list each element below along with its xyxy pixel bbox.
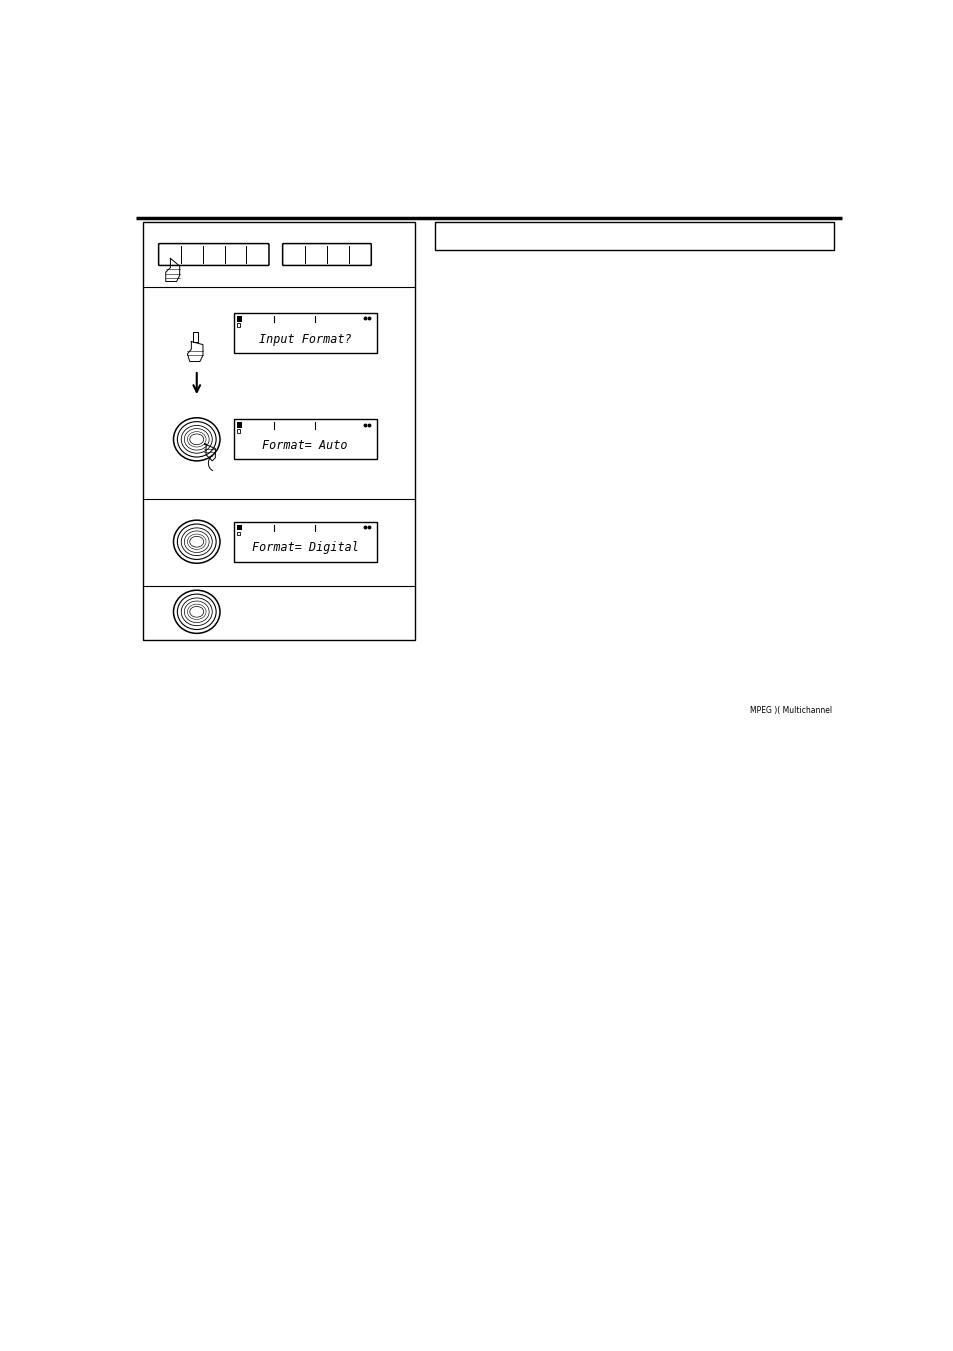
Text: MPEG )( Multichannel: MPEG )( Multichannel — [749, 705, 831, 715]
Bar — [236, 316, 242, 322]
Bar — [233, 521, 376, 562]
Polygon shape — [193, 332, 198, 342]
Ellipse shape — [190, 607, 204, 617]
Bar — [233, 313, 376, 353]
Bar — [236, 423, 242, 428]
Bar — [236, 532, 240, 535]
Bar — [142, 222, 415, 639]
Text: Format= Digital: Format= Digital — [252, 542, 358, 554]
Text: Format= Auto: Format= Auto — [262, 439, 348, 451]
Bar — [236, 323, 240, 327]
Bar — [233, 419, 376, 459]
Polygon shape — [187, 342, 203, 362]
Bar — [435, 222, 833, 250]
Ellipse shape — [190, 434, 204, 444]
Bar — [236, 524, 242, 530]
Bar — [236, 430, 240, 432]
Ellipse shape — [190, 536, 204, 547]
FancyBboxPatch shape — [282, 243, 371, 265]
Text: Input Format?: Input Format? — [258, 332, 352, 346]
FancyBboxPatch shape — [158, 243, 269, 265]
